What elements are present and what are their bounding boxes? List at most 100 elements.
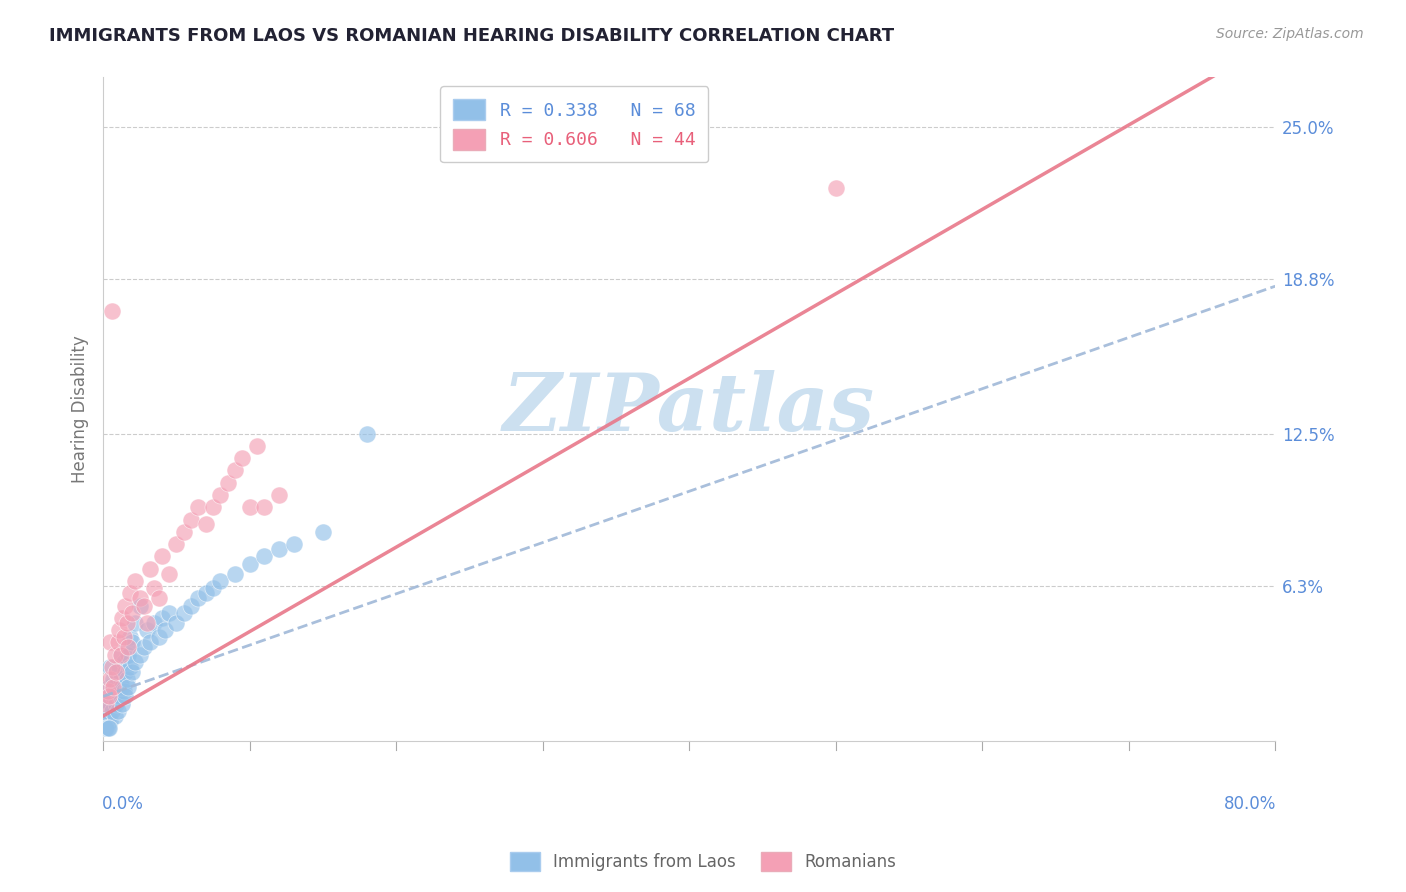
Point bbox=[124, 574, 146, 588]
Point bbox=[121, 606, 143, 620]
Point bbox=[267, 541, 290, 556]
Point bbox=[94, 697, 117, 711]
Point bbox=[121, 665, 143, 679]
Point bbox=[118, 660, 141, 674]
Point bbox=[224, 566, 246, 581]
Point bbox=[253, 500, 276, 515]
Text: Source: ZipAtlas.com: Source: ZipAtlas.com bbox=[1216, 27, 1364, 41]
Point bbox=[165, 615, 187, 630]
Point bbox=[114, 690, 136, 704]
Point bbox=[150, 549, 173, 564]
Point bbox=[105, 665, 128, 679]
Point bbox=[157, 606, 180, 620]
Point bbox=[115, 640, 138, 655]
Point bbox=[103, 680, 125, 694]
Point bbox=[136, 615, 159, 630]
Point bbox=[104, 680, 127, 694]
Point bbox=[121, 635, 143, 649]
Point bbox=[98, 690, 121, 704]
Point bbox=[96, 690, 118, 704]
Point bbox=[209, 488, 232, 502]
Point bbox=[100, 714, 122, 728]
Y-axis label: Hearing Disability: Hearing Disability bbox=[72, 335, 89, 483]
Point bbox=[98, 680, 121, 694]
Point bbox=[128, 648, 150, 662]
Point bbox=[187, 500, 209, 515]
Point bbox=[101, 660, 124, 674]
Text: ZIPatlas: ZIPatlas bbox=[503, 370, 875, 448]
Point bbox=[111, 680, 134, 694]
Point bbox=[180, 599, 202, 613]
Point bbox=[165, 537, 187, 551]
Point bbox=[115, 672, 138, 686]
Point bbox=[101, 704, 124, 718]
Point bbox=[283, 537, 305, 551]
Legend: Immigrants from Laos, Romanians: Immigrants from Laos, Romanians bbox=[502, 843, 904, 880]
Point bbox=[148, 591, 170, 606]
Point bbox=[107, 704, 129, 718]
Point bbox=[117, 680, 139, 694]
Point bbox=[134, 599, 156, 613]
Point bbox=[114, 599, 136, 613]
Point bbox=[217, 475, 239, 490]
Point bbox=[104, 648, 127, 662]
Point bbox=[139, 635, 162, 649]
Point bbox=[118, 586, 141, 600]
Point bbox=[180, 512, 202, 526]
Point bbox=[98, 721, 121, 735]
Point bbox=[110, 672, 132, 686]
Point bbox=[112, 631, 135, 645]
Point bbox=[150, 611, 173, 625]
Point bbox=[117, 648, 139, 662]
Point bbox=[100, 635, 122, 649]
Point bbox=[111, 697, 134, 711]
Point bbox=[112, 655, 135, 669]
Point bbox=[93, 721, 115, 735]
Point bbox=[104, 709, 127, 723]
Point bbox=[202, 582, 225, 596]
Point bbox=[231, 451, 253, 466]
Point bbox=[100, 697, 122, 711]
Point bbox=[143, 615, 166, 630]
Point bbox=[824, 181, 846, 195]
Point bbox=[239, 557, 262, 571]
Point bbox=[253, 549, 276, 564]
Point bbox=[239, 500, 262, 515]
Point bbox=[96, 704, 118, 718]
Point bbox=[153, 623, 176, 637]
Point bbox=[173, 606, 195, 620]
Point bbox=[107, 684, 129, 698]
Point bbox=[108, 690, 131, 704]
Point bbox=[108, 623, 131, 637]
Point bbox=[105, 697, 128, 711]
Point bbox=[112, 684, 135, 698]
Point bbox=[148, 631, 170, 645]
Point bbox=[96, 721, 118, 735]
Point bbox=[94, 697, 117, 711]
Point bbox=[96, 684, 118, 698]
Point bbox=[224, 463, 246, 477]
Point bbox=[194, 517, 217, 532]
Point bbox=[139, 562, 162, 576]
Legend: R = 0.338   N = 68, R = 0.606   N = 44: R = 0.338 N = 68, R = 0.606 N = 44 bbox=[440, 87, 709, 162]
Point bbox=[108, 660, 131, 674]
Point bbox=[103, 672, 125, 686]
Point bbox=[124, 655, 146, 669]
Point bbox=[246, 439, 269, 453]
Point bbox=[94, 714, 117, 728]
Point bbox=[312, 524, 335, 539]
Point bbox=[134, 640, 156, 655]
Point bbox=[103, 690, 125, 704]
Point bbox=[105, 665, 128, 679]
Point bbox=[98, 709, 121, 723]
Text: 80.0%: 80.0% bbox=[1225, 795, 1277, 813]
Point bbox=[100, 660, 122, 674]
Point bbox=[173, 524, 195, 539]
Point bbox=[209, 574, 232, 588]
Point bbox=[187, 591, 209, 606]
Point bbox=[124, 615, 146, 630]
Text: 0.0%: 0.0% bbox=[101, 795, 143, 813]
Point bbox=[128, 599, 150, 613]
Point bbox=[143, 582, 166, 596]
Point bbox=[101, 303, 124, 318]
